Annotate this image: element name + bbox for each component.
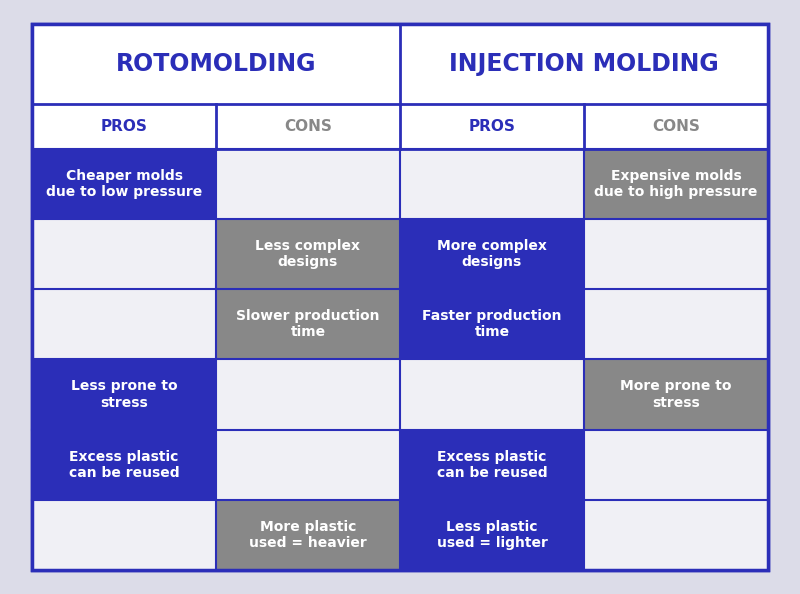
Bar xyxy=(32,359,216,429)
Bar xyxy=(32,289,216,359)
Bar xyxy=(32,24,768,104)
Text: More prone to
stress: More prone to stress xyxy=(620,380,732,410)
Text: Cheaper molds
due to low pressure: Cheaper molds due to low pressure xyxy=(46,169,202,199)
Bar xyxy=(216,359,400,429)
Bar xyxy=(400,500,584,570)
Bar xyxy=(400,148,584,219)
Bar xyxy=(216,500,400,570)
Bar xyxy=(216,148,400,219)
Text: Less plastic
used = lighter: Less plastic used = lighter xyxy=(437,520,547,550)
Bar xyxy=(216,219,400,289)
Bar xyxy=(32,500,216,570)
Text: CONS: CONS xyxy=(652,119,700,134)
Bar xyxy=(216,289,400,359)
Bar xyxy=(584,359,768,429)
Bar xyxy=(584,219,768,289)
Bar xyxy=(584,429,768,500)
Bar xyxy=(32,429,216,500)
Bar xyxy=(400,359,584,429)
Text: Faster production
time: Faster production time xyxy=(422,309,562,339)
Bar xyxy=(584,148,768,219)
Bar xyxy=(584,500,768,570)
Text: Slower production
time: Slower production time xyxy=(236,309,380,339)
Text: PROS: PROS xyxy=(469,119,515,134)
Text: PROS: PROS xyxy=(101,119,147,134)
Text: More plastic
used = heavier: More plastic used = heavier xyxy=(249,520,367,550)
Text: ROTOMOLDING: ROTOMOLDING xyxy=(116,52,316,76)
Text: Less prone to
stress: Less prone to stress xyxy=(70,380,178,410)
Text: Excess plastic
can be reused: Excess plastic can be reused xyxy=(69,450,179,480)
Bar xyxy=(216,429,400,500)
Bar xyxy=(32,104,768,148)
Text: INJECTION MOLDING: INJECTION MOLDING xyxy=(449,52,719,76)
Bar xyxy=(400,219,584,289)
Bar xyxy=(400,289,584,359)
Bar xyxy=(584,289,768,359)
Text: Excess plastic
can be reused: Excess plastic can be reused xyxy=(437,450,547,480)
Text: CONS: CONS xyxy=(284,119,332,134)
Bar xyxy=(32,219,216,289)
Bar xyxy=(400,429,584,500)
Bar xyxy=(32,148,216,219)
Text: More complex
designs: More complex designs xyxy=(437,239,547,269)
Text: Expensive molds
due to high pressure: Expensive molds due to high pressure xyxy=(594,169,758,199)
Text: Less complex
designs: Less complex designs xyxy=(255,239,361,269)
